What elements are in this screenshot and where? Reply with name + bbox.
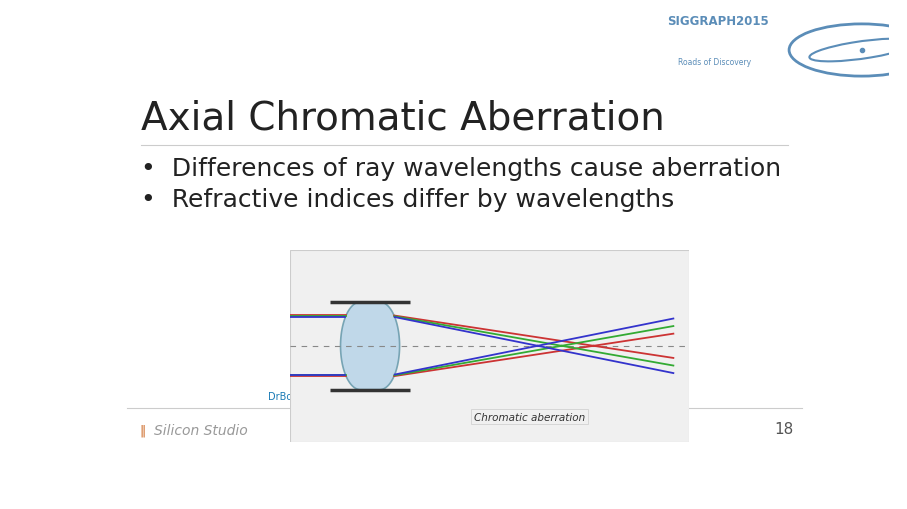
Text: Roads of Discovery: Roads of Discovery	[678, 58, 751, 66]
Text: Axial Chromatic Aberration: Axial Chromatic Aberration	[141, 99, 665, 137]
Text: ‖: ‖	[140, 423, 146, 436]
Text: •  Refractive indices differ by wavelengths: • Refractive indices differ by wavelengt…	[141, 188, 675, 212]
Text: SIGGRAPH2015: SIGGRAPH2015	[667, 15, 768, 28]
Text: Silicon Studio: Silicon Studio	[153, 423, 248, 437]
Polygon shape	[340, 302, 400, 390]
Text: •  Differences of ray wavelengths cause aberration: • Differences of ray wavelengths cause a…	[141, 157, 782, 181]
Text: DrBob, https://en.wikipedia.org/wiki/File:Chromatic_aberration_lens_diagram.svg: DrBob, https://en.wikipedia.org/wiki/Fil…	[268, 390, 661, 401]
Text: Chromatic aberration: Chromatic aberration	[473, 412, 585, 422]
FancyBboxPatch shape	[290, 250, 689, 442]
Text: 18: 18	[775, 421, 794, 436]
